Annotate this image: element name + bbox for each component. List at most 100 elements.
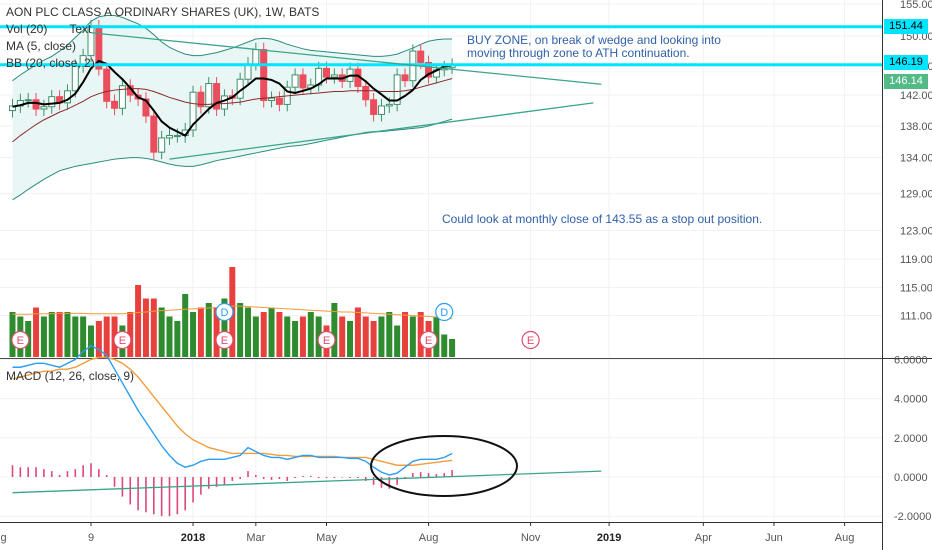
macd-histogram-bar [364, 477, 367, 481]
price-axis-tick-label: 115.00 [900, 283, 932, 295]
macd-histogram-bar [341, 477, 343, 478]
ma5-line [12, 59, 453, 137]
time-axis-tick-label: Aug [835, 532, 855, 544]
volume-bar [449, 339, 456, 357]
macd-histogram-bar [231, 477, 234, 481]
candle-body [103, 68, 111, 102]
ma-indicator-label[interactable]: MA (5, close) [6, 39, 77, 53]
time-axis-tick-label: Nov [521, 532, 541, 544]
volume-bar [292, 321, 299, 357]
candle-body [205, 83, 213, 108]
time-axis-tick-label: Apr [695, 532, 712, 544]
time-axis-tick-label: Jun [765, 532, 783, 544]
macd-histogram-bar [427, 473, 430, 477]
macd-histogram-bar [451, 470, 453, 477]
candle-body [362, 85, 370, 101]
macd-histogram-bar [66, 471, 69, 477]
volume-bar [409, 316, 416, 357]
time-axis-tick-label: Aug [419, 532, 439, 544]
macd-histogram-bar [349, 477, 351, 478]
volume-bar [260, 312, 267, 357]
chart-title: AON PLC CLASS A ORDINARY SHARES (UK), 1W… [6, 5, 320, 19]
macd-histogram-bar [98, 469, 100, 477]
volume-bar [166, 316, 173, 357]
macd-histogram-bar [396, 477, 398, 485]
volume-bar [64, 312, 71, 357]
volume-bar [417, 312, 424, 357]
volume-bar [378, 316, 385, 357]
macd-histogram-bar [121, 477, 124, 497]
bb-indicator-label[interactable]: BB (20, close, 2) [6, 56, 95, 70]
macd-histogram-bar [270, 477, 273, 480]
volume-bar [386, 312, 393, 357]
macd-histogram-bar [239, 477, 241, 479]
macd-histogram-bar [90, 463, 92, 477]
volume-bar [268, 307, 275, 357]
volume-bar [142, 298, 149, 357]
volume-bar [190, 312, 197, 357]
macd-histogram-bar [82, 465, 84, 477]
stop-out-note[interactable]: Could look at monthly close of 143.55 as… [442, 212, 763, 226]
macd-axis-tick-label: 2.0000 [894, 433, 928, 445]
candle-body [32, 99, 40, 110]
candle-body [150, 115, 158, 153]
macd-histogram-bar [168, 477, 171, 517]
volume-bar [158, 307, 165, 357]
volume-bar [252, 316, 259, 357]
volume-bar [182, 294, 189, 357]
earnings-marker-label: E [425, 335, 432, 347]
macd-signal-line [12, 356, 453, 466]
volume-bar [127, 312, 134, 357]
price-axis-tick-label: 155.00 [900, 0, 932, 11]
earnings-marker-label: E [119, 335, 126, 347]
macd-histogram-bar [105, 475, 108, 477]
earnings-marker [317, 330, 336, 350]
price-axis-tick-label: 123.00 [900, 225, 932, 237]
candle-body [118, 85, 126, 109]
macd-histogram-bar [35, 467, 37, 477]
volume-bar [354, 307, 361, 357]
volume-bar [197, 307, 204, 357]
macd-histogram-bar [58, 475, 61, 477]
candle-body [417, 50, 425, 63]
volume-bar [237, 303, 244, 357]
time-axis-tick-label: May [316, 532, 337, 544]
macd-histogram-bar [325, 477, 328, 478]
candle-body [401, 74, 409, 82]
volume-bar [245, 307, 251, 357]
text-tool-label[interactable]: Text [69, 22, 92, 36]
macd-histogram-bar [145, 477, 147, 513]
macd-line [12, 344, 453, 476]
volume-bar [307, 312, 314, 357]
macd-indicator-label[interactable]: MACD (12, 26, close, 9) [6, 369, 135, 383]
price-axis-tick-label: 129.00 [900, 189, 932, 201]
candle-body [299, 74, 307, 89]
candle-body [275, 97, 283, 105]
macd-histogram-bar [27, 467, 29, 477]
zone-bottom-price-tag: 146.19 [884, 55, 928, 70]
volume-bar [299, 316, 306, 357]
volume-bar [213, 307, 220, 357]
macd-highlight-ellipse [370, 435, 518, 497]
candle-body [377, 105, 385, 115]
macd-histogram-bar [255, 475, 257, 477]
candle-body [385, 103, 393, 107]
price-axis-tick-label: 119.00 [900, 254, 932, 266]
bollinger-band-fill [12, 15, 453, 200]
candle-body [425, 61, 433, 78]
time-axis-tick-label: Aug [0, 532, 7, 544]
volume-bar [135, 285, 142, 357]
macd-histogram-bar [215, 477, 218, 487]
time-axis-tick-label: Mar [246, 532, 265, 544]
volume-bar [394, 325, 401, 357]
macd-histogram-bar [286, 477, 289, 481]
volume-bar [205, 303, 212, 357]
candle-body [268, 97, 276, 102]
candle-body [213, 83, 221, 110]
buy-zone-note[interactable]: BUY ZONE, on break of wedge and looking … [467, 34, 721, 60]
volume-bar [370, 321, 377, 357]
macd-histogram-bar [50, 471, 53, 477]
vol-indicator-label[interactable]: Vol (20) [6, 22, 48, 36]
candle-body [24, 99, 32, 102]
